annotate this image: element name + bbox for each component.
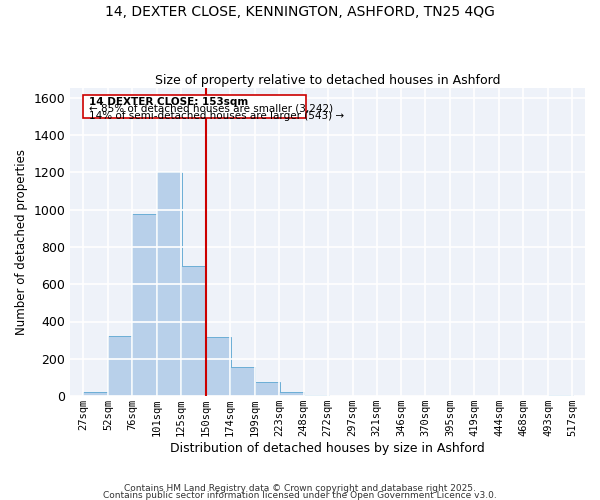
Text: 14% of semi-detached houses are larger (543) →: 14% of semi-detached houses are larger (…	[89, 111, 344, 121]
Bar	[132, 214, 157, 396]
Text: ← 85% of detached houses are smaller (3,242): ← 85% of detached houses are smaller (3,…	[89, 104, 334, 114]
Bar	[230, 367, 255, 396]
Title: Size of property relative to detached houses in Ashford: Size of property relative to detached ho…	[155, 74, 500, 87]
Bar	[83, 392, 108, 396]
Y-axis label: Number of detached properties: Number of detached properties	[15, 149, 28, 335]
FancyBboxPatch shape	[83, 94, 306, 118]
Bar	[255, 382, 280, 396]
Bar	[206, 338, 231, 396]
Text: Contains public sector information licensed under the Open Government Licence v3: Contains public sector information licen…	[103, 491, 497, 500]
X-axis label: Distribution of detached houses by size in Ashford: Distribution of detached houses by size …	[170, 442, 485, 455]
Bar	[279, 392, 304, 396]
Text: Contains HM Land Registry data © Crown copyright and database right 2025.: Contains HM Land Registry data © Crown c…	[124, 484, 476, 493]
Text: 14, DEXTER CLOSE, KENNINGTON, ASHFORD, TN25 4QG: 14, DEXTER CLOSE, KENNINGTON, ASHFORD, T…	[105, 5, 495, 19]
Bar	[108, 336, 133, 396]
Bar	[157, 172, 182, 396]
Bar	[548, 395, 573, 396]
Text: 14 DEXTER CLOSE: 153sqm: 14 DEXTER CLOSE: 153sqm	[89, 97, 248, 107]
Bar	[304, 395, 329, 396]
Bar	[181, 266, 206, 396]
